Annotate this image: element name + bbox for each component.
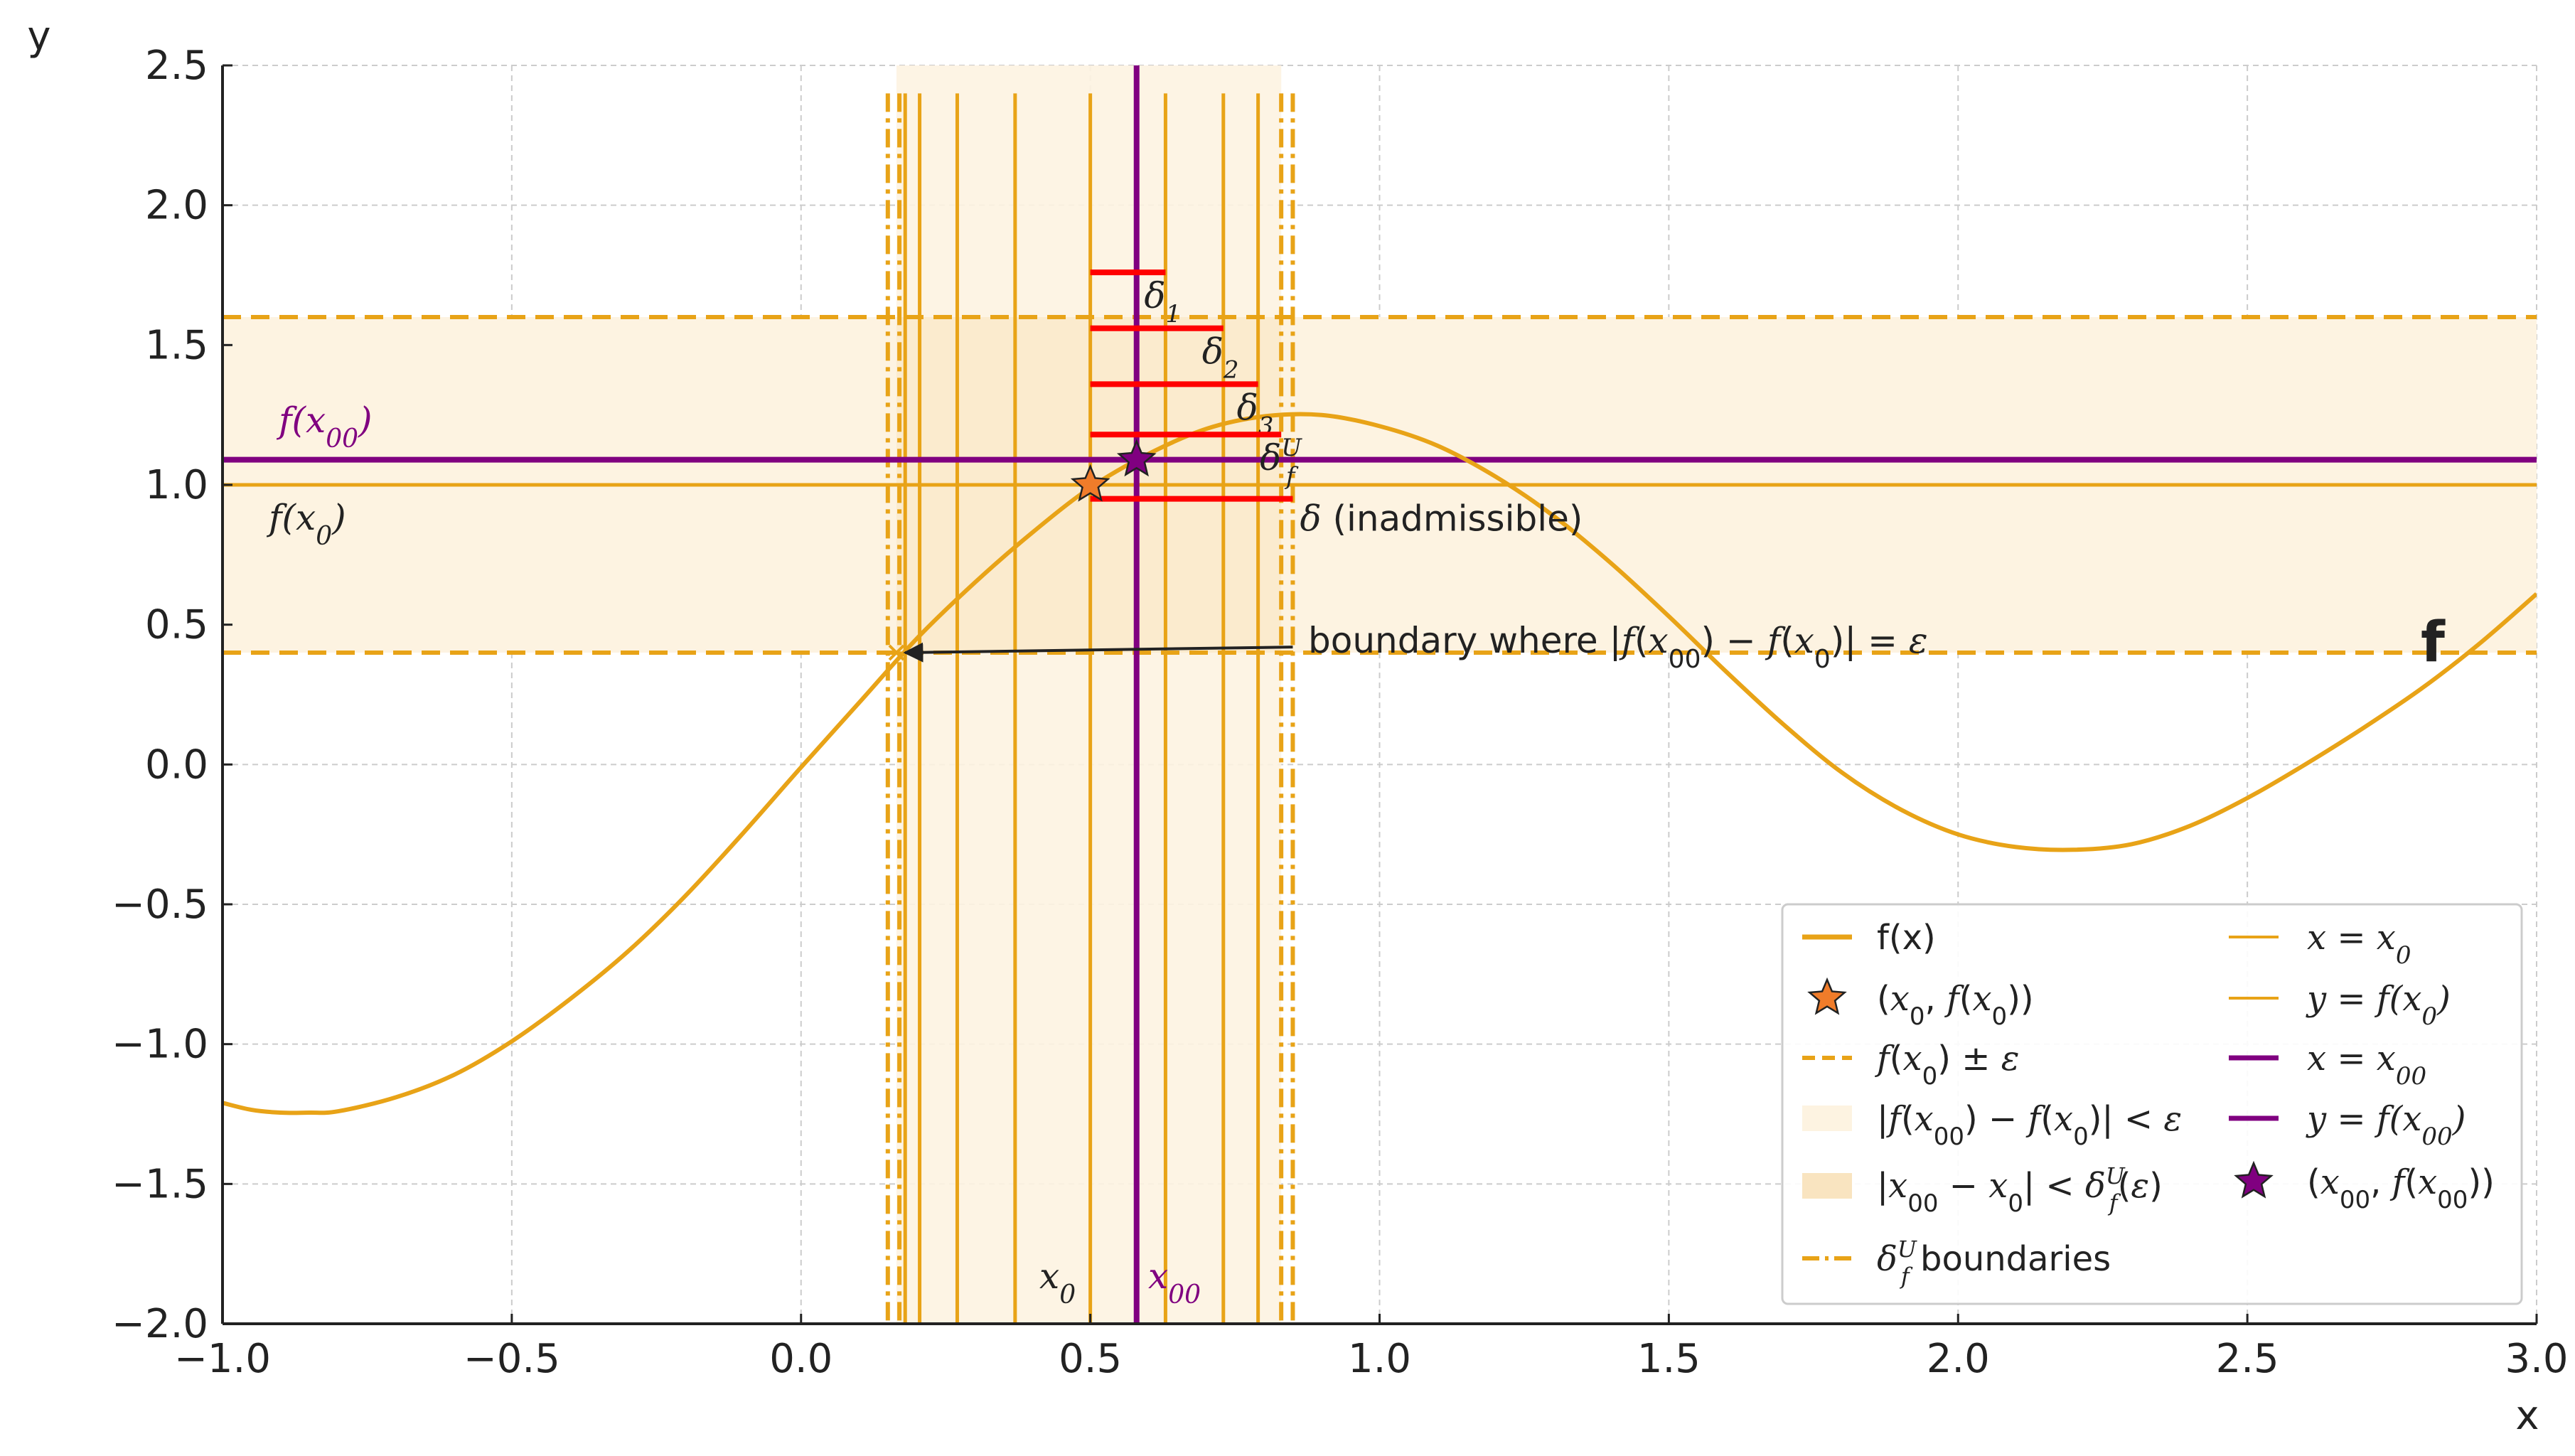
x-tick-label: 3.0	[2505, 1336, 2568, 1382]
boundary-text: boundary where |f(x00) − f(x0)| = ε	[1308, 620, 1928, 674]
x-tick-label: −1.0	[174, 1336, 271, 1382]
boundary-arrow	[903, 642, 1293, 663]
x-tick-label: 1.5	[1637, 1336, 1701, 1382]
y-axis-label: y	[27, 14, 50, 60]
y-tick-label: 1.5	[145, 322, 208, 368]
y-tick-label: −2.0	[112, 1301, 208, 1347]
point-x00-star	[1116, 439, 1157, 477]
y-tick-label: 2.5	[145, 43, 208, 89]
legend-label-fx: f(x)	[1877, 918, 1936, 958]
legend: f(x) (x0, f(x0)) f(x0) ± ε |f(x00) − f(x…	[1781, 903, 2523, 1305]
x-tick-label: 0.0	[769, 1336, 833, 1382]
delta-label: δ (inadmissible)	[1300, 498, 1583, 540]
y-tick-label: −0.5	[112, 882, 208, 928]
y-tick-label: −1.5	[112, 1161, 208, 1207]
marked-points	[888, 439, 1157, 661]
point-x0-star	[1070, 464, 1110, 502]
legend-frame	[1781, 903, 2523, 1305]
boundary-cross-marker	[888, 644, 905, 661]
x-tick-label: 2.5	[2216, 1336, 2279, 1382]
series-line-fx	[223, 412, 2537, 1115]
y-tick-label: 2.0	[145, 183, 208, 229]
y-tick-label: 0.0	[145, 742, 208, 788]
y-tick-label: −1.0	[112, 1022, 208, 1068]
x-tick-label: 1.0	[1348, 1336, 1411, 1382]
axes	[221, 64, 2538, 1325]
x-axis-label: x	[2515, 1393, 2539, 1439]
legend-swatch-star-x0	[1807, 977, 1847, 1015]
legend-swatch-star-x00	[2234, 1160, 2274, 1199]
x-tick-label: −0.5	[464, 1336, 560, 1382]
f-label: f	[2421, 611, 2446, 675]
y-tick-labels: 2.5 2.0 1.5 1.0 0.5 0.0 −0.5 −1.0 −1.5 −2.0	[112, 43, 208, 1347]
function-curve	[223, 412, 2537, 1115]
legend-swatch-x-band	[1802, 1173, 1852, 1199]
y-tick-label: 1.0	[145, 462, 208, 508]
x-tick-labels: −1.0 −0.5 0.0 0.5 1.0 1.5 2.0 2.5 3.0	[174, 1336, 2569, 1382]
y-tick-label: 0.5	[145, 602, 208, 648]
x-tick-label: 2.0	[1927, 1336, 1990, 1382]
reference-lines	[223, 65, 2537, 1324]
x-tick-label: 0.5	[1059, 1336, 1122, 1382]
legend-swatch-f-band	[1802, 1106, 1852, 1131]
